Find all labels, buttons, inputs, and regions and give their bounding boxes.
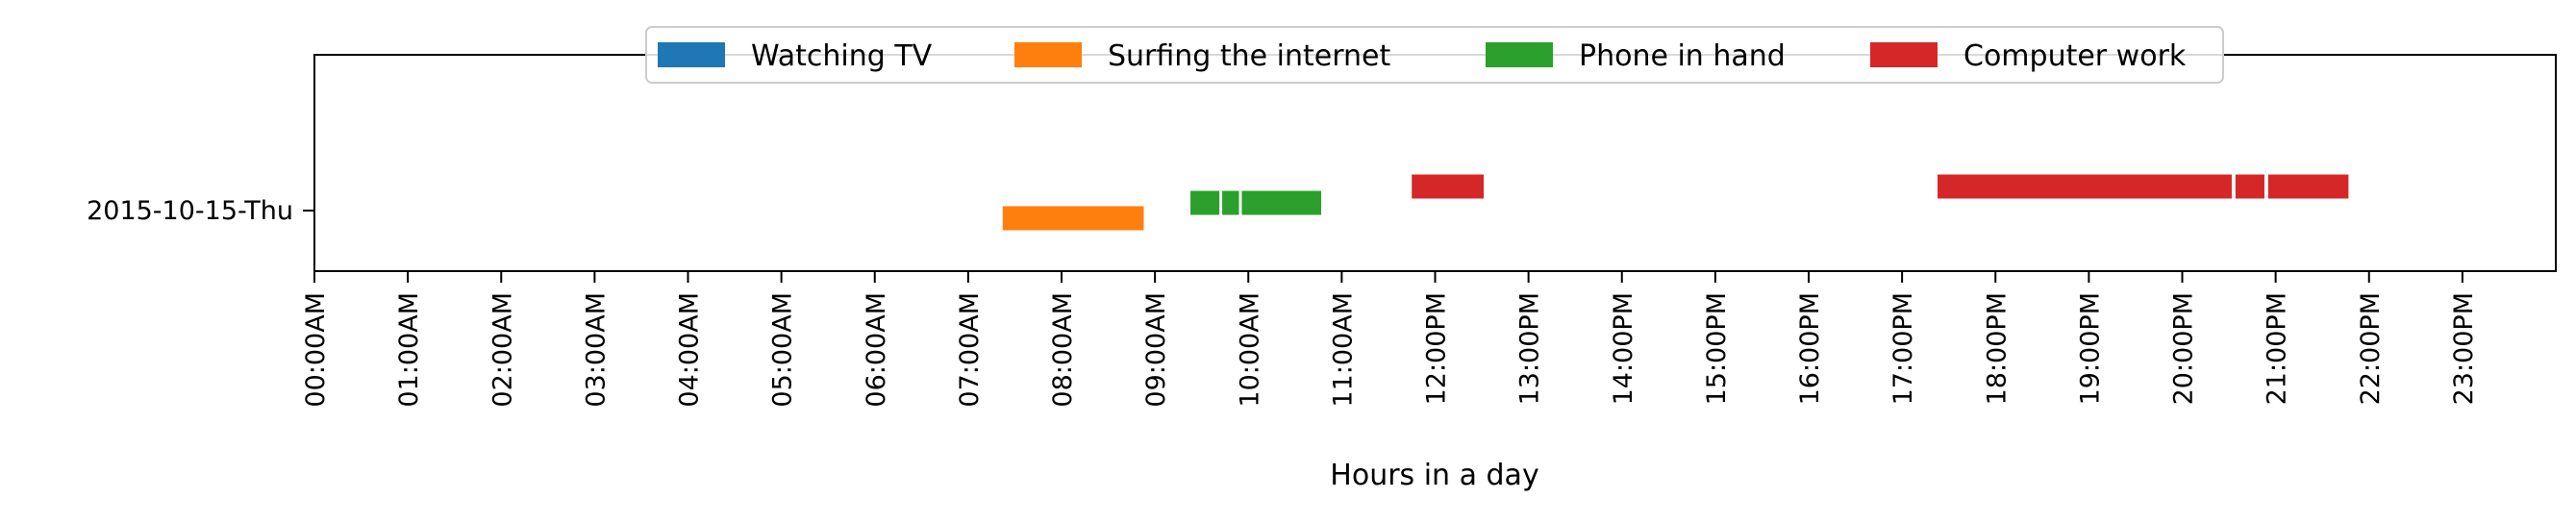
x-tick-label: 09:00AM — [1141, 292, 1171, 408]
legend-label: Phone in hand — [1579, 39, 1786, 73]
x-tick-label: 01:00AM — [394, 292, 424, 408]
legend-frame — [645, 26, 2224, 84]
x-tick-label: 05:00AM — [768, 292, 798, 408]
x-axis: 00:00AM 01:00AM 02:00AM 03:00AM 04:00AM 05:00… — [301, 271, 2479, 408]
x-tick-label: 10:00AM — [1235, 292, 1264, 408]
bar-phone-in-hand-1 — [1222, 190, 1239, 215]
bar-phone-in-hand-0 — [1190, 190, 1220, 215]
legend-label: Watching TV — [751, 39, 933, 73]
x-tick-label: 23:00PM — [2449, 292, 2479, 405]
x-tick-label: 03:00AM — [581, 292, 611, 408]
y-axis: 2015-10-15-Thu — [87, 196, 314, 226]
x-tick-label: 08:00AM — [1048, 292, 1078, 408]
x-tick-label: 12:00PM — [1422, 292, 1452, 405]
x-tick-label: 00:00AM — [301, 292, 331, 408]
bar-computer-work-2 — [2235, 174, 2264, 199]
bar-computer-work-0 — [1412, 174, 1485, 199]
x-tick-label: 07:00AM — [955, 292, 985, 408]
x-tick-label: 20:00PM — [2169, 292, 2199, 405]
legend-swatch — [658, 42, 725, 67]
legend: Watching TV Surfing the internet Phone in … — [645, 26, 2224, 84]
legend-swatch — [1870, 42, 1938, 67]
x-tick-label: 22:00PM — [2356, 292, 2386, 405]
x-tick-label: 14:00PM — [1609, 292, 1638, 405]
x-tick-label: 21:00PM — [2263, 292, 2292, 405]
bar-computer-work-3 — [2267, 174, 2349, 199]
x-tick-label: 04:00AM — [675, 292, 705, 408]
bar-computer-work-1 — [1938, 174, 2232, 199]
x-tick-label: 06:00AM — [862, 292, 891, 408]
x-tick-label: 17:00PM — [1888, 292, 1918, 405]
x-tick-label: 18:00PM — [1982, 292, 2012, 405]
bars-layer — [1002, 174, 2349, 231]
bar-phone-in-hand-2 — [1241, 190, 1322, 215]
legend-swatch — [1486, 42, 1553, 67]
legend-swatch — [1014, 42, 1082, 67]
x-tick-label: 19:00PM — [2075, 292, 2105, 405]
x-axis-label: Hours in a day — [1330, 459, 1538, 492]
x-tick-label: 16:00PM — [1795, 292, 1825, 405]
legend-label: Computer work — [1963, 39, 2187, 73]
x-tick-label: 02:00AM — [488, 292, 517, 408]
y-tick-label: 2015-10-15-Thu — [87, 196, 293, 226]
plot-frame — [313, 54, 2557, 272]
x-tick-label: 11:00AM — [1328, 292, 1358, 408]
legend-label: Surfing the internet — [1108, 39, 1390, 73]
x-tick-label: 13:00PM — [1515, 292, 1545, 405]
x-tick-label: 15:00PM — [1702, 292, 1732, 405]
bar-surfing-the-internet-0 — [1002, 206, 1144, 231]
